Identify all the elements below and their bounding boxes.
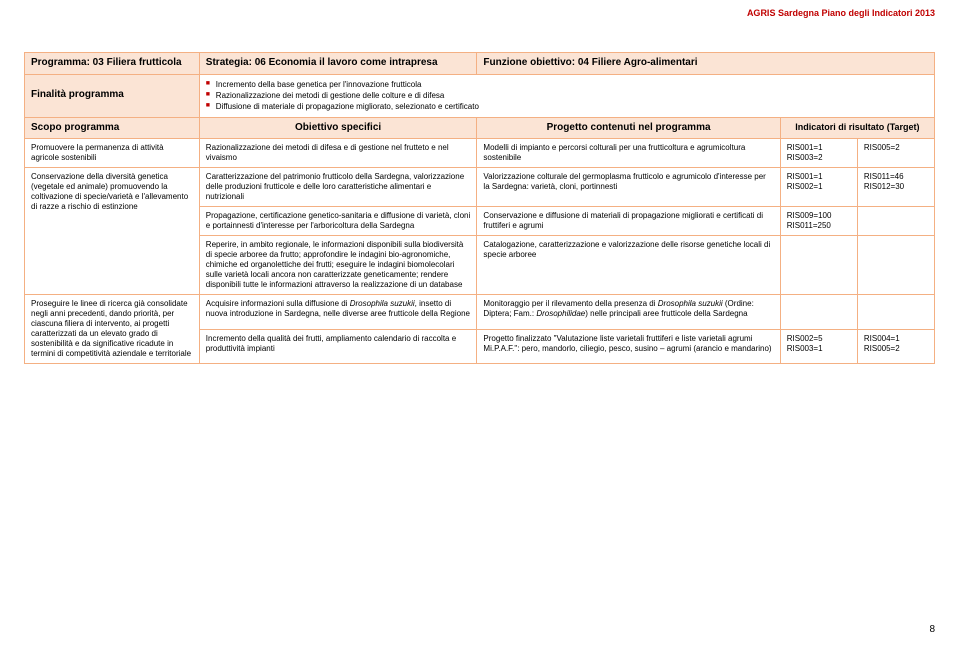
species-name: Drosophila suzukii [658,299,723,308]
cell-ind-left: RIS001=1 RIS002=1 [780,168,857,207]
cell-ind-left: RIS002=5 RIS003=1 [780,329,857,364]
cell-programma: Programma: 03 Filiera frutticola [25,53,200,75]
cell-ind-right [857,236,934,295]
page-number: 8 [929,624,935,635]
indicators-table: Programma: 03 Filiera frutticola Strateg… [24,52,935,364]
doc-header: AGRIS Sardegna Piano degli Indicatori 20… [747,8,935,18]
family-name: Drosophilidae [536,309,585,318]
cell-finalita-bullets: Incremento della base genetica per l'inn… [199,74,934,117]
cell-scopo: Proseguire le linee di ricerca già conso… [25,295,200,364]
cell-strategia: Strategia: 06 Economia il lavoro come in… [199,53,477,75]
cell-ind-left: RIS009=100 RIS011=250 [780,207,857,236]
table-row: Proseguire le linee di ricerca già conso… [25,295,935,330]
cell-ind-right [857,295,934,330]
col-head-scopo: Scopo programma [25,117,200,139]
cell-progetto: Monitoraggio per il rilevamento della pr… [477,295,780,330]
cell-progetto: Catalogazione, caratterizzazione e valor… [477,236,780,295]
finalita-bullet-1: Incremento della base genetica per l'inn… [206,80,928,90]
cell-obiettivo: Incremento della qualità dei frutti, amp… [199,329,477,364]
cell-obiettivo: Acquisire informazioni sulla diffusione … [199,295,477,330]
cell-ind-left: RIS001=1 RIS003=2 [780,139,857,168]
cell-progetto: Valorizzazione colturale del germoplasma… [477,168,780,207]
cell-ind-right: RIS005=2 [857,139,934,168]
col-head-obiettivo: Obiettivo specifici [199,117,477,139]
cell-obiettivo: Propagazione, certificazione genetico-sa… [199,207,477,236]
table-row: Promuovere la permanenza di attività agr… [25,139,935,168]
cell-ind-left [780,295,857,330]
cell-obiettivo: Razionalizzazione dei metodi di difesa e… [199,139,477,168]
finalita-bullet-2: Razionalizzazione dei metodi di gestione… [206,91,928,101]
cell-ind-right: RIS004=1 RIS005=2 [857,329,934,364]
col-head-progetto: Progetto contenuti nel programma [477,117,780,139]
cell-ind-left [780,236,857,295]
txt: ) nelle principali aree frutticole della… [585,309,747,318]
cell-obiettivo: Caratterizzazione del patrimonio fruttic… [199,168,477,207]
cell-progetto: Conservazione e diffusione di materiali … [477,207,780,236]
cell-scopo: Promuovere la permanenza di attività agr… [25,139,200,168]
cell-ind-right: RIS011=46 RIS012=30 [857,168,934,207]
cell-finalita-label: Finalità programma [25,74,200,117]
cell-scopo: Conservazione della diversità genetica (… [25,168,200,295]
col-head-indicatori: Indicatori di risultato (Target) [780,117,934,139]
cell-obiettivo: Reperire, in ambito regionale, le inform… [199,236,477,295]
species-name: Drosophila suzukii [350,299,415,308]
cell-funzione: Funzione obiettivo: 04 Filiere Agro-alim… [477,53,935,75]
txt: Monitoraggio per il rilevamento della pr… [483,299,657,308]
cell-progetto: Modelli di impianto e percorsi colturali… [477,139,780,168]
txt: Acquisire informazioni sulla diffusione … [206,299,350,308]
table-row: Conservazione della diversità genetica (… [25,168,935,207]
cell-progetto: Progetto finalizzato "Valutazione liste … [477,329,780,364]
finalita-bullet-3: Diffusione di materiale di propagazione … [206,102,928,112]
cell-ind-right [857,207,934,236]
